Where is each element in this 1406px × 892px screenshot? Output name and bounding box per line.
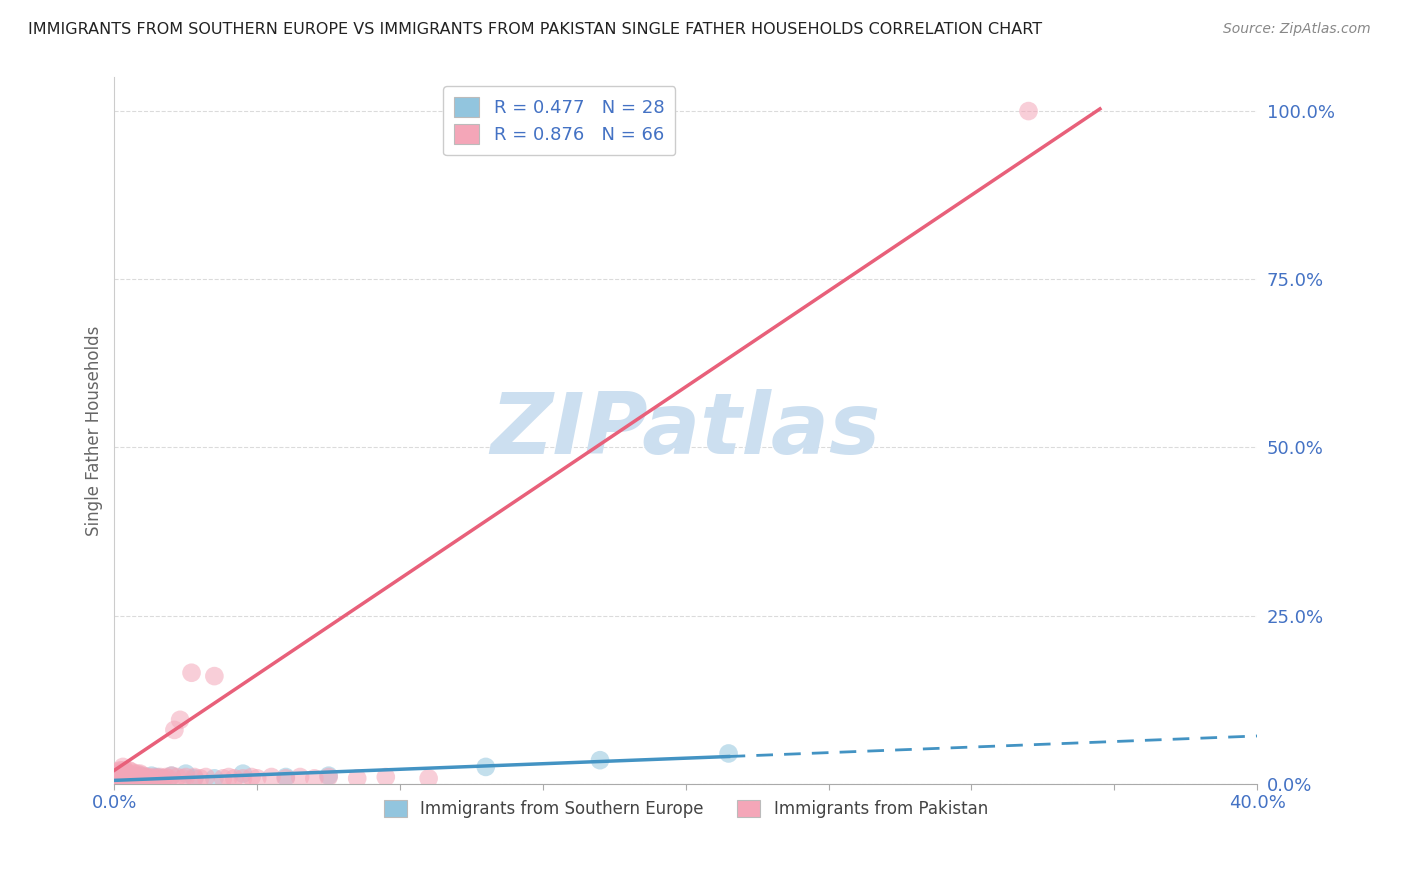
Point (1018, 104, 1040, 119)
Point (118, 769, 141, 783)
Point (105, 769, 128, 783)
Y-axis label: Single Father Households: Single Father Households (86, 326, 103, 536)
Point (202, 772, 225, 786)
Text: Source: ZipAtlas.com: Source: ZipAtlas.com (1223, 22, 1371, 37)
Legend: Immigrants from Southern Europe, Immigrants from Pakistan: Immigrants from Southern Europe, Immigra… (377, 793, 994, 825)
Point (474, 760, 496, 774)
Point (132, 769, 155, 783)
Point (224, 772, 246, 786)
Point (152, 772, 174, 786)
Point (304, 772, 326, 786)
Point (141, 769, 163, 783)
Point (127, 770, 149, 784)
Point (155, 770, 177, 784)
Point (105, 772, 128, 786)
Point (166, 770, 188, 784)
Point (121, 769, 143, 783)
Point (174, 770, 197, 784)
Point (111, 760, 134, 774)
Point (132, 772, 155, 786)
Text: ZIPatlas: ZIPatlas (491, 389, 880, 472)
Point (121, 769, 143, 783)
Text: IMMIGRANTS FROM SOUTHERN EUROPE VS IMMIGRANTS FROM PAKISTAN SINGLE FATHER HOUSEH: IMMIGRANTS FROM SOUTHERN EUROPE VS IMMIG… (28, 22, 1042, 37)
Point (105, 770, 128, 784)
Point (418, 772, 440, 786)
Point (163, 723, 186, 737)
Point (135, 770, 157, 784)
Point (108, 770, 131, 784)
Point (121, 764, 143, 779)
Point (124, 772, 146, 786)
Point (152, 772, 174, 786)
Point (212, 772, 235, 786)
Point (115, 769, 138, 783)
Point (135, 770, 157, 784)
Point (318, 769, 340, 783)
Point (138, 770, 160, 784)
Point (111, 769, 134, 783)
Point (111, 770, 134, 784)
Point (108, 770, 131, 784)
Point (115, 772, 138, 786)
Point (174, 766, 197, 780)
Point (169, 713, 191, 727)
Point (202, 669, 225, 683)
Point (132, 772, 155, 786)
Point (146, 770, 169, 784)
Point (274, 772, 297, 786)
Point (346, 772, 368, 786)
Point (127, 772, 149, 786)
Point (129, 772, 152, 786)
Point (105, 764, 128, 779)
Point (105, 766, 128, 780)
Point (160, 769, 183, 783)
Point (318, 770, 340, 784)
Point (183, 772, 205, 786)
Point (111, 764, 134, 778)
Point (172, 772, 194, 786)
Point (157, 772, 180, 786)
Point (118, 772, 141, 786)
Point (115, 766, 138, 780)
Point (124, 766, 146, 780)
Point (115, 770, 138, 784)
Point (374, 770, 396, 784)
Point (183, 770, 205, 784)
Point (260, 770, 283, 784)
Point (160, 769, 183, 783)
Point (108, 764, 131, 778)
Point (127, 766, 149, 780)
Point (274, 770, 297, 784)
Point (717, 747, 740, 761)
Point (194, 770, 217, 784)
Point (129, 766, 152, 780)
Point (108, 772, 131, 786)
Point (121, 772, 143, 786)
Point (111, 772, 134, 786)
Point (105, 772, 128, 786)
Point (232, 772, 254, 786)
Point (115, 764, 138, 779)
Point (188, 772, 211, 786)
Point (108, 766, 131, 780)
Point (143, 770, 166, 784)
Point (129, 769, 152, 783)
Point (589, 753, 612, 767)
Point (141, 772, 163, 786)
Point (246, 772, 269, 786)
Point (118, 772, 141, 786)
Point (118, 764, 141, 778)
Point (146, 772, 169, 786)
Point (111, 766, 134, 780)
Point (240, 770, 263, 784)
Point (108, 766, 131, 780)
Point (149, 770, 172, 784)
Point (288, 770, 311, 784)
Point (232, 766, 254, 780)
Point (111, 772, 134, 786)
Point (218, 770, 240, 784)
Point (124, 772, 146, 786)
Point (180, 665, 202, 680)
Point (105, 769, 128, 783)
